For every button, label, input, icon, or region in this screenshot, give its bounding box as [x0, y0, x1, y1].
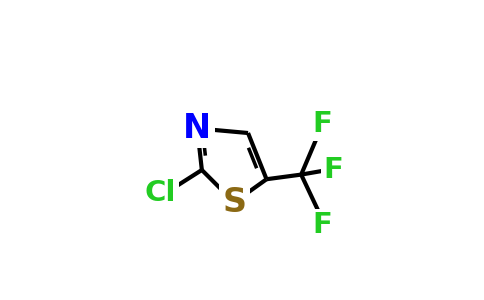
Text: S: S	[222, 186, 246, 219]
Text: F: F	[312, 212, 332, 239]
Text: F: F	[324, 156, 344, 184]
Text: N: N	[183, 112, 212, 145]
Text: F: F	[312, 110, 332, 138]
Text: Cl: Cl	[145, 179, 176, 207]
